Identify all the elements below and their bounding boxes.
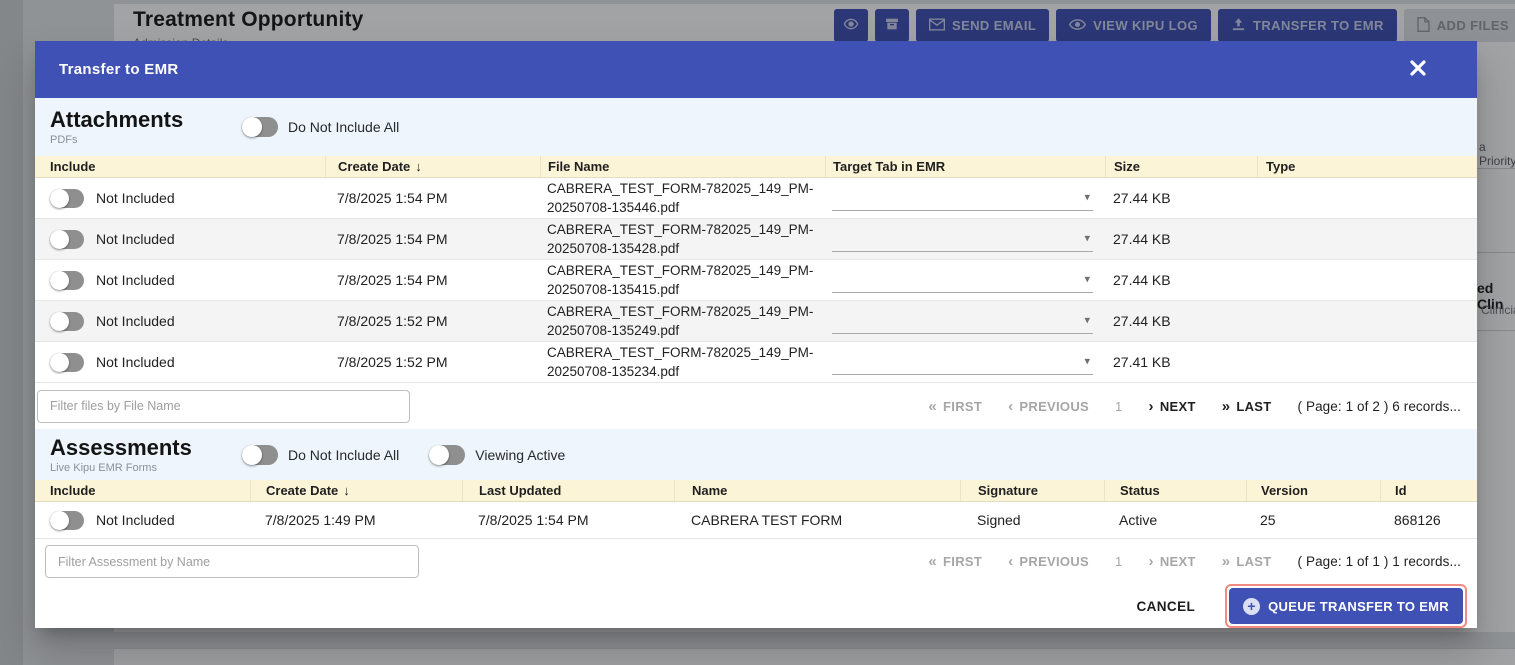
assessments-table-header: Include Create Date ↓ Last Updated Name … xyxy=(35,480,1477,502)
chevron-right-icon: › xyxy=(1149,399,1154,414)
do-not-include-all-toggle[interactable] xyxy=(242,117,278,137)
transfer-to-emr-dialog: Transfer to EMR Attachments PDFs Do Not … xyxy=(35,41,1477,628)
chevron-right-icon: › xyxy=(1149,554,1154,569)
double-chevron-right-icon: » xyxy=(1222,554,1231,569)
assessments-subheading: Live Kipu EMR Forms xyxy=(50,462,200,474)
dialog-header: Transfer to EMR xyxy=(35,41,1477,98)
toggle-label: Viewing Active xyxy=(475,447,565,463)
chevron-down-icon: ▾ xyxy=(1084,190,1090,203)
chevron-left-icon: ‹ xyxy=(1008,554,1013,569)
include-toggle[interactable] xyxy=(50,312,84,331)
pagination-page-number[interactable]: 1 xyxy=(1115,399,1123,414)
attachment-row: Not Included 7/8/2025 1:54 PM CABRERA_TE… xyxy=(35,219,1477,260)
column-signature: Signature xyxy=(960,480,1104,501)
attachment-row: Not Included 7/8/2025 1:52 PM CABRERA_TE… xyxy=(35,342,1477,383)
column-version: Version xyxy=(1246,480,1380,501)
filter-assessment-input[interactable] xyxy=(45,545,419,578)
column-size: Size xyxy=(1105,156,1257,177)
pagination-first[interactable]: «FIRST xyxy=(928,399,982,414)
queue-transfer-button[interactable]: + QUEUE TRANSFER TO EMR xyxy=(1229,588,1463,624)
column-id: Id xyxy=(1380,480,1477,501)
pagination-summary: ( Page: 1 of 2 ) 6 records... xyxy=(1298,399,1461,414)
assessments-section-header: Assessments Live Kipu EMR Forms Do Not I… xyxy=(35,429,1477,480)
attachments-heading: Attachments xyxy=(50,108,200,132)
include-toggle[interactable] xyxy=(50,230,84,249)
pagination-previous[interactable]: ‹PREVIOUS xyxy=(1008,399,1089,414)
attachment-row: Not Included 7/8/2025 1:52 PM CABRERA_TE… xyxy=(35,301,1477,342)
assessments-filter-bar: «FIRST ‹PREVIOUS 1 ›NEXT »LAST ( Page: 1… xyxy=(35,539,1477,584)
column-create-date[interactable]: Create Date ↓ xyxy=(325,156,540,177)
attachments-pagination: «FIRST ‹PREVIOUS 1 ›NEXT »LAST ( Page: 1… xyxy=(928,383,1461,429)
include-toggle[interactable] xyxy=(50,271,84,290)
target-tab-select[interactable]: ▾ xyxy=(832,178,1093,218)
attachments-section-header: Attachments PDFs Do Not Include All xyxy=(35,98,1477,156)
pagination-first[interactable]: «FIRST xyxy=(928,554,982,569)
pagination-last[interactable]: »LAST xyxy=(1222,399,1272,414)
include-toggle[interactable] xyxy=(50,189,84,208)
column-name: Name xyxy=(674,480,960,501)
pagination-next[interactable]: ›NEXT xyxy=(1149,554,1196,569)
attachment-row: Not Included 7/8/2025 1:54 PM CABRERA_TE… xyxy=(35,260,1477,301)
toggle-label: Do Not Include All xyxy=(288,447,399,463)
pagination-next[interactable]: ›NEXT xyxy=(1149,399,1196,414)
chevron-down-icon: ▾ xyxy=(1084,272,1090,285)
plus-circle-icon: + xyxy=(1243,598,1260,615)
do-not-include-all-toggle[interactable] xyxy=(242,445,278,465)
dialog-title: Transfer to EMR xyxy=(59,61,179,78)
sort-desc-icon: ↓ xyxy=(343,483,350,498)
filter-files-input[interactable] xyxy=(37,390,410,423)
double-chevron-right-icon: » xyxy=(1222,399,1231,414)
double-chevron-left-icon: « xyxy=(928,554,937,569)
include-toggle[interactable] xyxy=(50,353,84,372)
focus-ring: + QUEUE TRANSFER TO EMR xyxy=(1225,584,1467,628)
assessment-row: Not Included 7/8/2025 1:49 PM 7/8/2025 1… xyxy=(35,502,1477,539)
chevron-down-icon: ▾ xyxy=(1084,354,1090,367)
double-chevron-left-icon: « xyxy=(928,399,937,414)
column-include: Include xyxy=(35,156,325,177)
attachments-subheading: PDFs xyxy=(50,134,200,146)
chevron-down-icon: ▾ xyxy=(1084,313,1090,326)
cancel-button[interactable]: CANCEL xyxy=(1130,595,1201,618)
chevron-down-icon: ▾ xyxy=(1084,231,1090,244)
viewing-active-toggle[interactable] xyxy=(429,445,465,465)
assessments-heading: Assessments xyxy=(50,436,200,460)
column-target-tab: Target Tab in EMR xyxy=(825,156,1105,177)
column-last-updated: Last Updated xyxy=(462,480,674,501)
toggle-label: Do Not Include All xyxy=(288,119,399,135)
close-icon[interactable] xyxy=(1405,55,1431,81)
pagination-page-number[interactable]: 1 xyxy=(1115,554,1123,569)
attachments-table-header: Include Create Date ↓ File Name Target T… xyxy=(35,156,1477,178)
dialog-footer: CANCEL + QUEUE TRANSFER TO EMR xyxy=(35,584,1477,628)
chevron-left-icon: ‹ xyxy=(1008,399,1013,414)
target-tab-select[interactable]: ▾ xyxy=(832,260,1093,300)
pagination-summary: ( Page: 1 of 1 ) 1 records... xyxy=(1298,554,1461,569)
target-tab-select[interactable]: ▾ xyxy=(832,342,1093,382)
column-type: Type xyxy=(1257,156,1477,177)
attachment-row: Not Included 7/8/2025 1:54 PM CABRERA_TE… xyxy=(35,178,1477,219)
include-toggle[interactable] xyxy=(50,511,84,530)
target-tab-select[interactable]: ▾ xyxy=(832,301,1093,341)
column-include: Include xyxy=(35,480,250,501)
pagination-previous[interactable]: ‹PREVIOUS xyxy=(1008,554,1089,569)
column-file-name: File Name xyxy=(540,156,825,177)
pagination-last[interactable]: »LAST xyxy=(1222,554,1272,569)
attachments-filter-bar: «FIRST ‹PREVIOUS 1 ›NEXT »LAST ( Page: 1… xyxy=(35,383,1477,429)
column-create-date[interactable]: Create Date ↓ xyxy=(250,480,462,501)
assessments-pagination: «FIRST ‹PREVIOUS 1 ›NEXT »LAST ( Page: 1… xyxy=(928,539,1461,584)
target-tab-select[interactable]: ▾ xyxy=(832,219,1093,259)
column-status: Status xyxy=(1104,480,1246,501)
sort-desc-icon: ↓ xyxy=(415,159,422,174)
